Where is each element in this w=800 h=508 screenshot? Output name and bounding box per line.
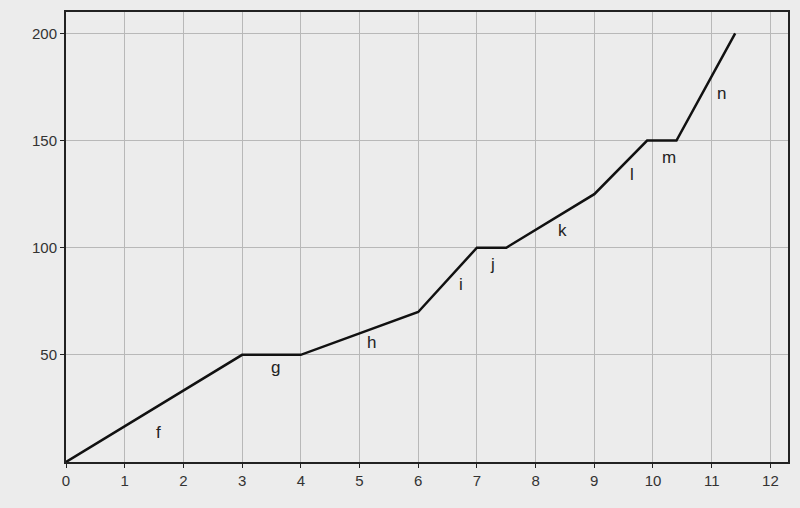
svg-text:10: 10 [645, 472, 662, 489]
svg-text:150: 150 [32, 132, 57, 149]
svg-text:g: g [271, 358, 280, 377]
svg-text:50: 50 [40, 346, 57, 363]
svg-text:h: h [367, 333, 376, 352]
svg-text:l: l [630, 165, 634, 184]
svg-text:f: f [156, 423, 161, 442]
svg-text:100: 100 [32, 239, 57, 256]
svg-text:4: 4 [297, 472, 305, 489]
svg-text:200: 200 [32, 25, 57, 42]
svg-text:6: 6 [414, 472, 422, 489]
svg-text:0: 0 [62, 472, 70, 489]
svg-text:7: 7 [473, 472, 481, 489]
svg-text:i: i [459, 275, 463, 294]
svg-text:1: 1 [121, 472, 129, 489]
svg-text:n: n [717, 84, 726, 103]
svg-text:5: 5 [355, 472, 363, 489]
svg-text:12: 12 [762, 472, 779, 489]
svg-text:2: 2 [179, 472, 187, 489]
svg-text:j: j [490, 255, 495, 274]
svg-text:3: 3 [238, 472, 246, 489]
svg-text:8: 8 [531, 472, 539, 489]
svg-text:k: k [558, 221, 567, 240]
svg-text:11: 11 [704, 472, 720, 489]
svg-text:m: m [662, 148, 676, 167]
svg-text:9: 9 [590, 472, 598, 489]
